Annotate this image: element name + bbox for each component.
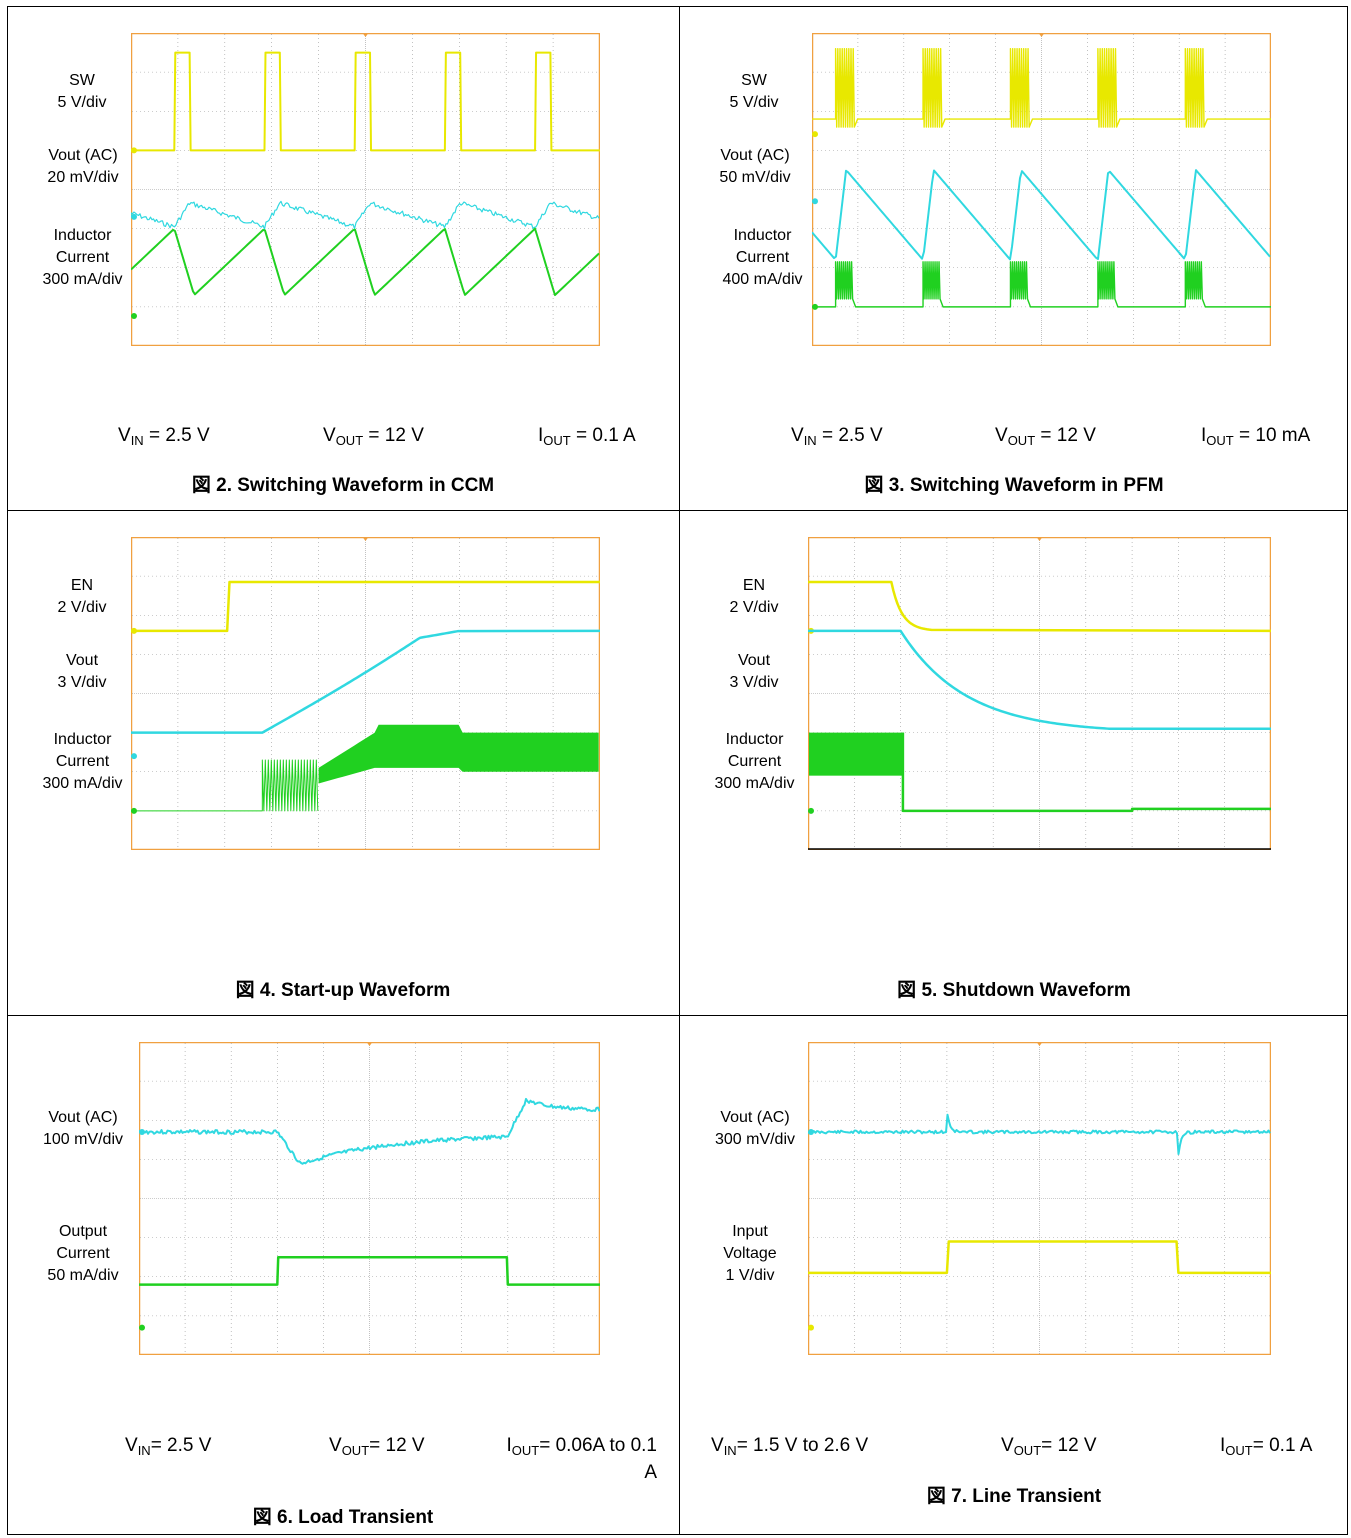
condition-iout-fig7: IOUT= 0.1 A xyxy=(1220,1435,1313,1458)
scope-fig6 xyxy=(139,1042,600,1355)
vout-transient-trace xyxy=(139,1097,600,1165)
scope-fig2 xyxy=(131,33,600,346)
en-trace xyxy=(808,580,1271,633)
label-current-fig6: Output Current 50 mA/div xyxy=(47,1223,119,1284)
output-current-trace xyxy=(139,1255,600,1286)
condition-vout-fig2: VOUT = 12 V xyxy=(323,425,424,448)
caption-fig7: 図 7. Line Transient xyxy=(926,1486,1102,1507)
trigger-marker xyxy=(1036,1042,1043,1046)
label-vout-fig3: Vout (AC) 50 mV/div xyxy=(719,147,791,186)
ch1-marker xyxy=(808,1128,814,1135)
vout-ripple-trace xyxy=(131,200,600,230)
scope-fig7 xyxy=(808,1042,1271,1355)
trigger-marker xyxy=(1036,537,1043,541)
condition-vout-fig7: VOUT= 12 V xyxy=(1001,1435,1097,1458)
row-divider-1 xyxy=(7,510,1348,511)
caption-fig2: 図 2. Switching Waveform in CCM xyxy=(191,475,495,496)
condition-iout-fig3: IOUT = 10 mA xyxy=(1201,425,1311,448)
ch2-marker xyxy=(131,213,137,220)
condition-vin-fig6: VIN= 2.5 V xyxy=(125,1435,212,1458)
en-trace xyxy=(131,580,600,633)
scope-fig3-plot xyxy=(812,33,1271,346)
ch1-marker xyxy=(131,147,137,154)
label-vout-fig4: Vout 3 V/div xyxy=(57,652,107,691)
column-divider xyxy=(679,6,680,1535)
trigger-marker xyxy=(1038,33,1045,37)
vout-sawtooth-trace xyxy=(812,169,1271,261)
caption-fig4: 図 4. Start-up Waveform xyxy=(235,980,451,1001)
condition-iout-fig2: IOUT = 0.1 A xyxy=(538,425,636,448)
label-en-fig4: EN 2 V/div xyxy=(57,577,107,616)
caption-fig5: 図 5. Shutdown Waveform xyxy=(897,980,1131,1001)
scope-fig6-plot xyxy=(139,1042,600,1355)
label-inductor-fig2: Inductor Current 300 mA/div xyxy=(42,227,123,288)
inductor-current-trace xyxy=(901,732,1271,813)
ch2-marker xyxy=(812,198,818,205)
caption-fig6: 図 6. Load Transient xyxy=(252,1507,434,1528)
inductor-current-trace xyxy=(131,227,600,297)
scope-fig3 xyxy=(812,33,1271,346)
ch1-marker xyxy=(139,1128,145,1135)
label-inductor-fig4: Inductor Current 300 mA/div xyxy=(42,731,123,792)
inductor-envelope xyxy=(809,732,904,776)
ch3-marker xyxy=(131,313,137,319)
ch1-marker xyxy=(812,131,818,138)
ch3-marker xyxy=(808,807,814,814)
ch2-marker xyxy=(131,753,137,760)
label-vout-fig6: Vout (AC) 100 mV/div xyxy=(42,1109,124,1148)
condition-vout-fig3: VOUT = 12 V xyxy=(995,425,1096,448)
scope-fig2-plot xyxy=(131,33,600,346)
input-voltage-trace xyxy=(808,1240,1271,1275)
label-inductor-fig3: Inductor Current 400 mA/div xyxy=(722,227,803,288)
label-vout-fig5: Vout 3 V/div xyxy=(729,652,779,691)
inductor-envelope xyxy=(318,724,599,784)
vout-ramp-trace xyxy=(131,629,600,734)
trigger-marker xyxy=(362,537,369,541)
vout-decay-trace xyxy=(808,629,1271,730)
label-en-fig5: EN 2 V/div xyxy=(729,577,779,616)
label-vout-fig7: Vout (AC) 300 mV/div xyxy=(714,1109,796,1148)
scope-fig7-plot xyxy=(808,1042,1271,1355)
inductor-startup-spikes xyxy=(131,759,319,812)
condition-vout-fig6: VOUT= 12 V xyxy=(329,1435,425,1458)
caption-fig3: 図 3. Switching Waveform in PFM xyxy=(864,475,1164,496)
ch1-marker xyxy=(131,627,137,634)
label-vin-fig7: Input Voltage 1 V/div xyxy=(723,1223,777,1284)
condition-vin-fig7: VIN= 1.5 V to 2.6 V xyxy=(711,1435,869,1458)
figure-grid-frame xyxy=(7,6,1348,1535)
label-vout-fig2: Vout (AC) 20 mV/div xyxy=(47,147,119,186)
vout-line-response-trace xyxy=(808,1113,1271,1156)
condition-vin-fig2: VIN = 2.5 V xyxy=(118,425,210,448)
scope-fig5-plot xyxy=(808,537,1271,850)
condition-vin-fig3: VIN = 2.5 V xyxy=(791,425,883,448)
row-divider-2 xyxy=(7,1015,1348,1016)
scope-fig4 xyxy=(131,537,600,850)
ch2-marker xyxy=(808,1324,814,1331)
ch2-marker xyxy=(139,1324,145,1331)
scope-fig4-plot xyxy=(131,537,600,850)
ch3-marker xyxy=(131,807,137,814)
sw-burst-trace xyxy=(812,47,1271,128)
label-sw-fig3: SW 5 V/div xyxy=(729,72,779,111)
trigger-marker xyxy=(366,1042,373,1046)
label-inductor-fig5: Inductor Current 300 mA/div xyxy=(714,731,795,792)
scope-fig5 xyxy=(808,537,1271,850)
condition-iout-fig6: IOUT= 0.06A to 0.1 A xyxy=(506,1435,657,1483)
ch3-marker xyxy=(812,303,818,310)
trigger-marker xyxy=(362,33,369,37)
inductor-burst-trace xyxy=(812,261,1271,308)
sw-trace xyxy=(131,51,600,152)
label-sw-fig2: SW 5 V/div xyxy=(57,72,107,111)
